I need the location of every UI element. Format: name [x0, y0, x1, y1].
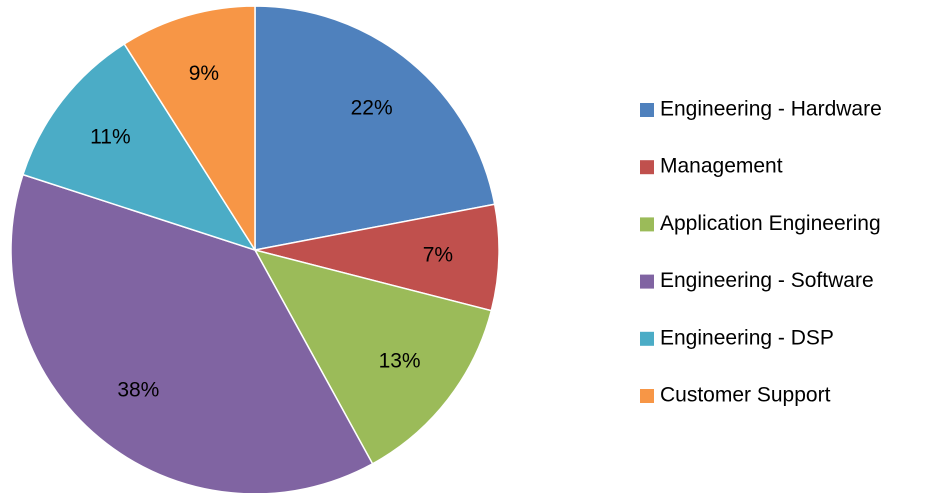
pie-slice: [10, 173, 374, 493]
legend-swatch: [640, 217, 654, 232]
pie-slice: [254, 5, 496, 251]
legend-swatch: [640, 274, 654, 289]
legend-label: Application Engineering: [660, 212, 881, 235]
pie-slice: [254, 203, 500, 312]
data-label: 11%: [90, 125, 130, 148]
pie-slice: [21, 42, 257, 252]
legend-swatch: [640, 389, 654, 403]
legend-swatch: [640, 160, 654, 175]
data-label: 7%: [423, 243, 453, 266]
legend-label: Management: [660, 155, 783, 178]
legend-label: Engineering - Hardware: [660, 98, 882, 121]
pie-slice: [253, 248, 493, 465]
pie-slice: [123, 5, 256, 253]
legend-label: Engineering - DSP: [660, 326, 834, 349]
legend-swatch: [640, 331, 654, 346]
data-label: 9%: [189, 62, 219, 85]
legend-swatch: [640, 103, 654, 117]
legend-label: Customer Support: [660, 384, 831, 407]
data-label: 13%: [379, 350, 421, 373]
data-label: 22%: [351, 97, 393, 120]
data-label: 38%: [117, 379, 159, 402]
legend-label: Engineering - Software: [660, 269, 874, 292]
